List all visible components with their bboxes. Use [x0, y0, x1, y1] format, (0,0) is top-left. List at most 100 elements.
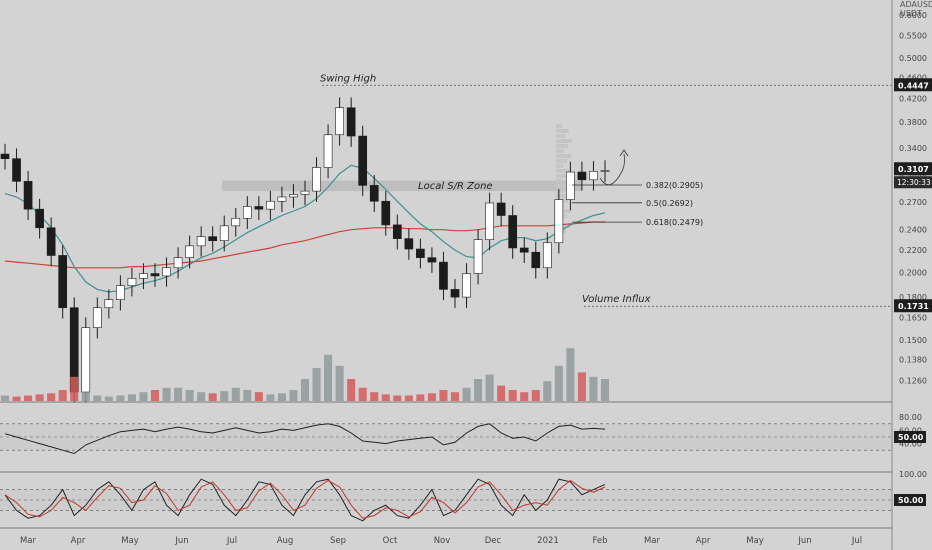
- candle: [162, 267, 171, 277]
- projection-arrow-icon: [619, 149, 629, 157]
- volume-bar: [474, 379, 483, 401]
- volume-profile-bar: [556, 184, 569, 188]
- candle: [542, 242, 552, 269]
- candle: [335, 107, 344, 136]
- time-tick-label: Jul: [851, 536, 862, 546]
- time-axis[interactable]: Mar Apr May Jun Jul Aug Sep Oct Nov Dec 2021 Feb Mar…: [20, 536, 862, 546]
- volume-bar: [427, 393, 436, 401]
- volume-bar: [531, 390, 540, 401]
- rsi-pane[interactable]: [0, 423, 892, 455]
- volume-pane: [0, 348, 610, 401]
- countdown-bg: [894, 176, 932, 189]
- time-tick-label: Jun: [174, 536, 188, 546]
- price-pane[interactable]: [0, 97, 610, 403]
- candle: [404, 238, 414, 250]
- candle: [81, 327, 91, 393]
- candle: [208, 236, 218, 241]
- volume-profile-bar: [556, 159, 567, 163]
- volume-bar: [497, 385, 506, 401]
- time-tick-label: Apr: [696, 536, 711, 546]
- projection-path: [599, 153, 625, 186]
- candle: [0, 153, 10, 159]
- candle: [185, 245, 194, 258]
- fib-382-label: 0.382(0.2905): [646, 181, 703, 190]
- time-tick-label: 2021: [537, 536, 559, 546]
- sr-zone-band: [222, 180, 582, 192]
- volume-influx-price-tag-bg: [894, 299, 932, 313]
- fib-500-label: 0.5(0.2692): [646, 199, 693, 208]
- oscillator-tick-label: 60.00: [899, 426, 922, 435]
- volume-bar: [47, 393, 56, 401]
- volume-bar: [231, 387, 240, 401]
- oscillator-tick-label: 100.00: [899, 470, 927, 479]
- candle: [577, 171, 587, 181]
- sr-zone-label: Local S/R Zone: [418, 181, 493, 192]
- volume-bar: [220, 391, 229, 401]
- price-tick-label: 0.1500: [899, 336, 927, 345]
- candle: [369, 185, 379, 202]
- price-tick-label: 0.2400: [899, 226, 927, 235]
- candle: [277, 196, 287, 202]
- volume-profile-bar: [556, 139, 572, 143]
- volume-bar: [324, 354, 333, 401]
- fib-618-label: 0.618(0.2479): [646, 218, 703, 227]
- volume-bar: [208, 393, 217, 401]
- oscillator-value-tag: 50.00: [898, 496, 924, 505]
- volume-bar: [312, 368, 321, 401]
- volume-profile-bar: [556, 194, 572, 198]
- volume-bar: [416, 394, 425, 401]
- volume-bar: [462, 387, 471, 401]
- time-tick-label: Jun: [797, 536, 811, 546]
- price-tick-label: 0.1650: [899, 313, 927, 322]
- candle: [589, 170, 598, 181]
- volume-bar: [600, 379, 610, 401]
- rsi-line: [4, 423, 606, 455]
- time-tick-label: Mar: [20, 536, 37, 546]
- candle: [127, 278, 137, 286]
- volume-bar: [139, 392, 148, 401]
- candle: [485, 202, 494, 240]
- ema-fast-line: [4, 164, 606, 293]
- volume-bar: [81, 392, 90, 401]
- price-tick-label: 0.1380: [899, 355, 927, 364]
- volume-bar: [0, 395, 10, 401]
- volume-bar: [404, 395, 413, 401]
- candle: [12, 158, 21, 182]
- stoch-rsi-pane[interactable]: [0, 478, 892, 522]
- price-tick-label: 0.3400: [899, 144, 927, 153]
- candle: [35, 208, 44, 229]
- volume-bar: [577, 372, 586, 401]
- volume-bar: [243, 390, 252, 401]
- oscillator-tick-label: 40.00: [899, 440, 922, 449]
- oscillator-tick-label: 80.00: [899, 413, 922, 422]
- stoch-k-line: [4, 478, 606, 522]
- price-tick-label: 0.2700: [899, 198, 927, 207]
- candle: [23, 181, 33, 210]
- price-tick-label: 0.4200: [899, 95, 927, 104]
- candle: [358, 135, 368, 186]
- volume-profile-bar: [556, 154, 571, 158]
- time-tick-label: Sep: [330, 536, 346, 546]
- volume-bar: [35, 394, 44, 401]
- candle: [427, 257, 437, 263]
- volume-bar: [393, 395, 402, 401]
- volume-bar: [566, 348, 575, 401]
- candle: [242, 206, 252, 219]
- candle: [139, 273, 148, 279]
- price-axis[interactable]: 0.6000 0.5500 0.5000 0.4600 0.4200 0.3800 0.34…: [894, 11, 932, 386]
- swing-high-label: Swing High: [320, 73, 376, 84]
- candle: [266, 200, 275, 210]
- candle: [104, 299, 114, 309]
- candle: [173, 257, 183, 269]
- candle: [508, 215, 518, 249]
- volume-bar: [104, 396, 113, 401]
- time-tick-label: Apr: [71, 536, 86, 546]
- volume-bar: [554, 365, 563, 401]
- volume-bar: [266, 394, 275, 401]
- swing-high-price-tag: 0.4447: [898, 81, 929, 90]
- volume-profile-bar: [556, 169, 570, 173]
- time-tick-label: Feb: [592, 536, 607, 546]
